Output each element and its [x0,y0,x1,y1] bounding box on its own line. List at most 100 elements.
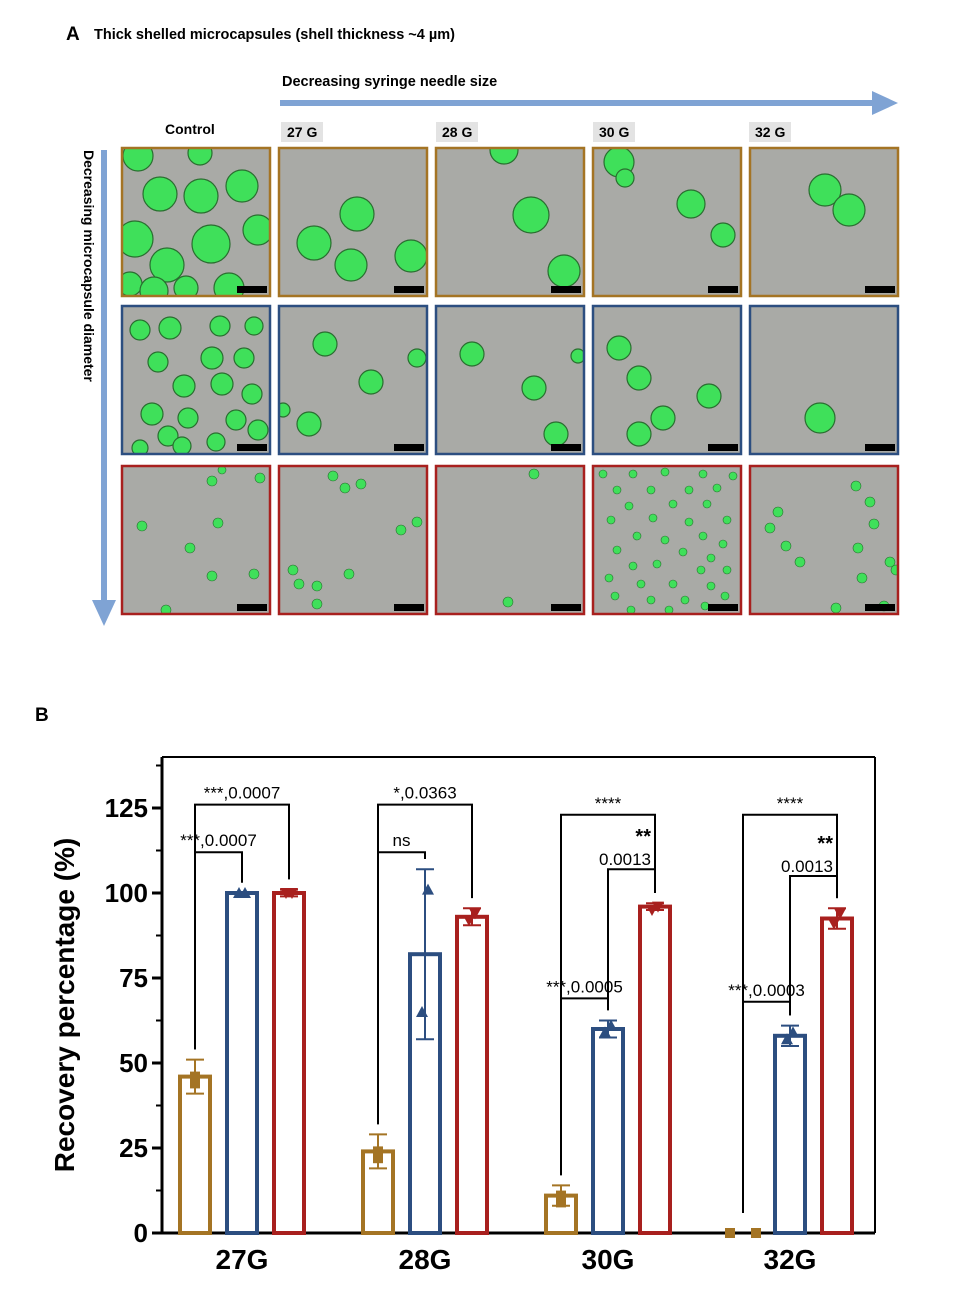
microcapsule [160,604,172,614]
micrograph-small-27g [277,464,429,616]
microcapsule [628,561,638,571]
microcapsule [648,513,658,523]
micrograph-large-30g [591,146,743,298]
microcapsule [327,470,339,482]
microcapsule [225,409,247,431]
microcapsule [209,315,231,337]
micrograph-border [748,146,900,298]
microcapsule [129,319,151,341]
micrograph-border [277,304,429,456]
micrograph-border [277,146,429,298]
microcapsule [334,248,368,282]
bar [638,904,672,1235]
microcapsule [247,419,269,441]
scale-bar [237,444,267,451]
microcapsule [646,485,656,495]
microcapsule [832,193,866,227]
microcapsule [678,547,688,557]
microcapsule [610,591,620,601]
data-point [751,1228,761,1238]
y-tick-label: 0 [134,1218,148,1248]
column-label-control: Control [165,121,215,137]
scale-bar [865,286,895,293]
microcapsule [296,411,322,437]
microcapsule [852,542,864,554]
microcapsule [184,542,196,554]
microcapsule [668,499,678,509]
microcapsule [343,568,355,580]
column-label-27g: 27 G [281,122,324,142]
microcapsule [664,605,674,614]
data-point [781,1033,793,1045]
bar [272,891,306,1235]
scale-bar [394,444,424,451]
microcapsule [411,516,423,528]
micrograph-large-27g [277,146,429,298]
micrograph-small-32g [748,464,900,616]
microcapsule [710,222,736,248]
microcapsule [660,535,670,545]
microcapsule [279,402,291,418]
microcapsule [225,169,259,203]
micrograph-border [120,464,272,616]
microcapsule [668,579,678,589]
bar-large-27G [178,1058,212,1235]
microcapsule [864,496,876,508]
microcapsule [206,432,226,452]
y-tick-label: 25 [119,1133,148,1163]
microcapsule [606,515,616,525]
microcapsule [158,316,182,340]
x-tick-label: 32G [764,1244,817,1275]
x-tick-label: 27G [216,1244,269,1275]
microcapsule [764,522,776,534]
column-label-32g: 32 G [749,122,792,142]
microcapsule [660,467,670,477]
microcapsule [293,578,305,590]
microcapsule [632,531,642,541]
microcapsule [287,564,299,576]
bracket-line [607,868,656,1011]
bar [225,891,259,1235]
microcapsule [706,553,716,563]
significance-label: **** [777,794,804,813]
microcapsule [512,196,550,234]
micrograph-border [591,464,743,616]
scale-bar [551,444,581,451]
microcapsule [200,346,224,370]
bar [178,1074,212,1235]
microcapsule [187,148,213,166]
significance-label: ***,0.0007 [180,831,257,850]
micrograph-medium-30g [591,304,743,456]
significance-stars: ** [817,833,833,855]
microcapsule [489,148,519,165]
microcapsule [139,276,169,296]
data-point [373,1153,383,1164]
microcapsule [217,466,227,475]
significance-label: *,0.0363 [393,784,456,803]
microcapsule [254,472,266,484]
micrograph-border [277,464,429,616]
microcapsule [570,348,584,364]
scale-bar [551,604,581,611]
scale-bar [708,286,738,293]
micrograph-grid [92,91,900,626]
microcapsule [698,531,708,541]
data-point [599,1026,611,1038]
significance-label: **** [595,794,622,813]
diameter-arrow-label: Decreasing microcapsule diameter [81,150,97,382]
microcapsule [242,214,270,246]
panel-a-title: Thick shelled microcapsules (shell thick… [94,27,455,43]
microcapsule [149,247,185,283]
micrograph-small-30g [591,464,743,616]
microcapsule [358,369,384,395]
microcapsule [676,189,706,219]
microcapsule [626,365,652,391]
bar-small-28G [455,907,489,1235]
micrograph-large-control [120,146,272,298]
column-label-30g: 30 G [593,122,636,142]
recovery-bar-chart: 0 25 50 75 100 125 Recovery percentage (%) 27G 2… [49,756,876,1275]
microcapsule [804,402,836,434]
microcapsule [140,402,164,426]
data-point [605,1019,617,1031]
microcapsule [177,407,199,429]
